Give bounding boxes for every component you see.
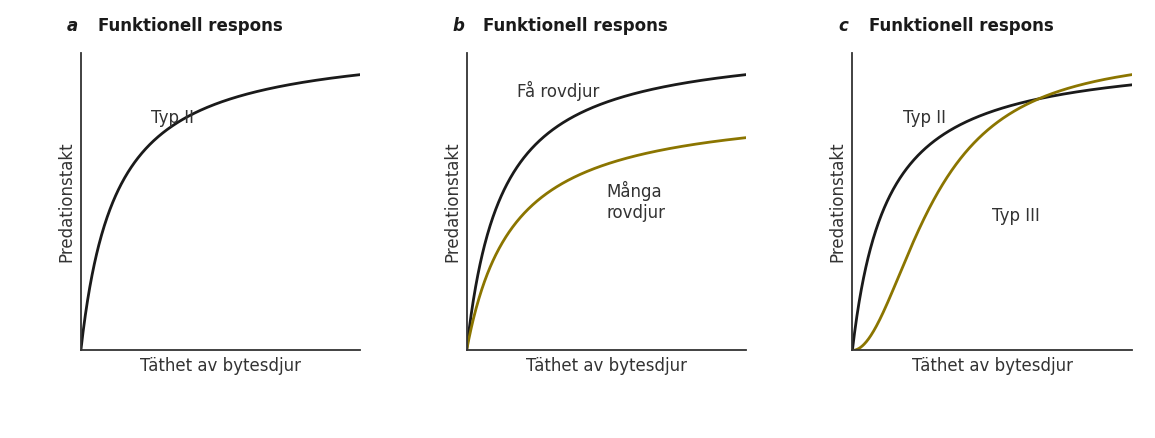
Text: c: c [839,17,848,35]
Text: Typ III: Typ III [992,207,1040,226]
Text: Typ II: Typ II [151,109,194,127]
Y-axis label: Predationstakt: Predationstakt [444,141,461,262]
Text: a: a [67,17,79,35]
Y-axis label: Predationstakt: Predationstakt [829,141,847,262]
Text: Få rovdjur: Få rovdjur [517,81,599,101]
Text: b: b [453,17,464,35]
Text: Många
rovdjur: Många rovdjur [606,181,665,222]
Text: Typ II: Typ II [903,109,946,127]
Y-axis label: Predationstakt: Predationstakt [58,141,75,262]
Text: Funktionell respons: Funktionell respons [98,17,282,35]
X-axis label: Täthet av bytesdjur: Täthet av bytesdjur [140,357,301,375]
Text: Funktionell respons: Funktionell respons [870,17,1053,35]
X-axis label: Täthet av bytesdjur: Täthet av bytesdjur [526,357,687,375]
Text: Funktionell respons: Funktionell respons [484,17,668,35]
X-axis label: Täthet av bytesdjur: Täthet av bytesdjur [911,357,1073,375]
